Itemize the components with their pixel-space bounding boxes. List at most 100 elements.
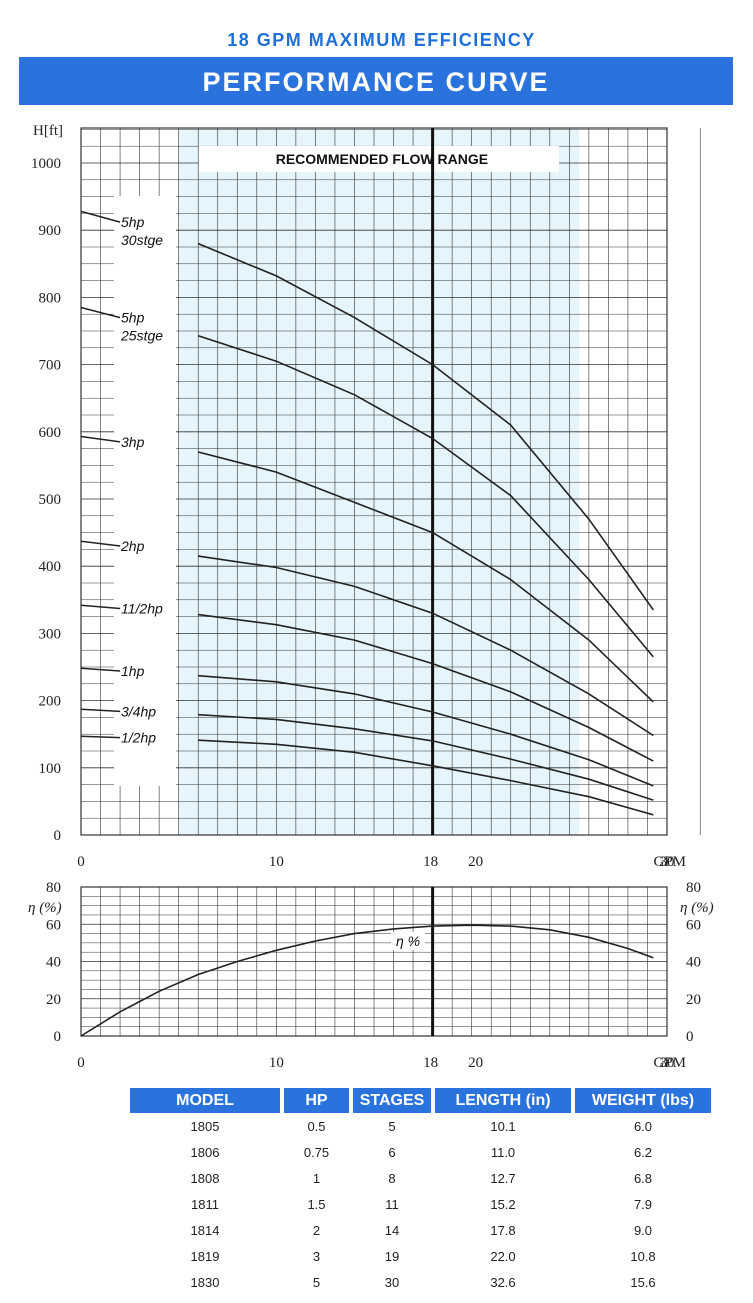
efficiency-label-bg xyxy=(391,932,425,950)
table-row: 1814 2 14 17.8 9.0 xyxy=(130,1217,711,1243)
table-cell: 0.5 xyxy=(307,1118,326,1134)
table-cell: 32.6 xyxy=(490,1274,516,1290)
table-cell: 1805 xyxy=(190,1118,220,1134)
table-cell: 8 xyxy=(388,1170,396,1186)
table-cell: 30 xyxy=(384,1274,400,1290)
y-tick-label-right: 80 xyxy=(686,880,701,896)
curve-label: 3/4hp xyxy=(121,703,156,719)
efficiency-axis-label-right: η (%) xyxy=(680,900,714,916)
table-cell: 10.8 xyxy=(630,1248,656,1264)
table-header-row: MODEL HP STAGES LENGTH (in) WEIGHT (lbs) xyxy=(130,1088,711,1113)
curve-label: 30stge xyxy=(121,232,163,248)
chart-subtitle: 18 GPM MAXIMUM EFFICIENCY xyxy=(227,30,536,50)
x-axis-label: GPM xyxy=(653,854,686,870)
y-tick-label: 200 xyxy=(39,694,62,710)
table-cell: 6.8 xyxy=(633,1170,653,1186)
y-tick-label: 600 xyxy=(39,425,62,441)
x-axis-label: GPM xyxy=(653,1055,686,1071)
table-cell: 11.0 xyxy=(490,1144,516,1160)
y-tick-label-left: 80 xyxy=(46,880,61,896)
y-tick-label: 900 xyxy=(39,223,62,239)
head-curve-1hp xyxy=(198,674,654,787)
table-cell: 1 xyxy=(312,1170,321,1186)
x-tick-label: 0 xyxy=(77,854,85,870)
efficiency-axis-label-left: η (%) xyxy=(28,900,62,916)
head-curve-5hp-30stge xyxy=(197,242,654,611)
table-header-cell: STAGES xyxy=(353,1088,431,1113)
table-header-cell: WEIGHT (lbs) xyxy=(575,1088,711,1113)
y-tick-label: 500 xyxy=(39,492,62,508)
curve-label: 1hp xyxy=(121,663,145,679)
table-cell: 14 xyxy=(384,1222,400,1238)
table-cell: 9.0 xyxy=(633,1222,653,1238)
y-tick-label-left: 40 xyxy=(46,955,61,971)
efficiency-curve xyxy=(80,924,654,1037)
x-tick-label: 10 xyxy=(269,854,284,870)
table-row: 1806 0.75 6 11.0 6.2 xyxy=(130,1139,711,1165)
table-cell: 15.2 xyxy=(490,1196,516,1212)
y-axis-label: H[ft] xyxy=(33,123,63,139)
table-cell: 6.2 xyxy=(633,1144,653,1160)
x-tick-label: 18 xyxy=(423,1055,438,1071)
head-curve-11-2hp xyxy=(198,613,654,762)
table-cell: 11 xyxy=(385,1196,399,1212)
y-tick-label: 100 xyxy=(39,761,62,777)
x-tick-label: 10 xyxy=(269,1055,284,1071)
table-cell: 10.1 xyxy=(490,1118,516,1134)
table-row: 1808 1 8 12.7 6.8 xyxy=(130,1165,711,1191)
x-tick-label: 30 xyxy=(660,854,675,870)
table-cell: 1830 xyxy=(190,1274,220,1290)
head-curve-1-2hp xyxy=(198,739,654,816)
head-curve-5hp-25stge xyxy=(197,334,654,658)
curve-label: 5hp xyxy=(121,214,145,230)
curve-lead-5 xyxy=(80,667,121,672)
curve-lead-2 xyxy=(80,435,121,443)
table-cell: 12.7 xyxy=(490,1170,516,1186)
curve-label: 3hp xyxy=(121,434,145,450)
curve-lead-4 xyxy=(80,604,121,610)
table-cell: 7.9 xyxy=(633,1196,653,1212)
table-row: 1819 3 19 22.0 10.8 xyxy=(130,1243,711,1269)
range-label-bg xyxy=(198,146,560,172)
table-cell: 1814 xyxy=(190,1222,220,1238)
table-row: 1830 5 30 32.6 15.6 xyxy=(130,1269,711,1295)
table-header-cell: LENGTH (in) xyxy=(435,1088,571,1113)
curve-label-column xyxy=(114,196,176,786)
curve-lead-3 xyxy=(80,540,121,547)
y-tick-label-right: 60 xyxy=(686,917,701,933)
y-tick-label: 800 xyxy=(39,290,62,306)
table-cell: 22.0 xyxy=(490,1248,516,1264)
curve-lead-0 xyxy=(80,210,121,223)
table-cell: 1.5 xyxy=(307,1196,326,1212)
table-cell: 6.0 xyxy=(633,1118,653,1134)
title-bar xyxy=(19,57,733,105)
table-cell: 2 xyxy=(312,1222,321,1238)
curve-label: 11/2hp xyxy=(121,601,163,617)
table-cell: 3 xyxy=(312,1248,321,1264)
table-cell: 1806 xyxy=(190,1144,220,1160)
head-curve-3-4hp xyxy=(198,713,654,801)
curve-lead-7 xyxy=(80,735,121,739)
efficiency-curve-label: η % xyxy=(396,933,420,949)
y-tick-label-left: 20 xyxy=(46,992,61,1008)
curve-label: 1/2hp xyxy=(121,730,156,746)
table-cell: 1811 xyxy=(191,1196,219,1212)
recommended-range-band xyxy=(178,128,580,835)
y-tick-label: 700 xyxy=(39,358,62,374)
plot-frame xyxy=(80,127,668,836)
table-body: 1805 0.5 5 10.1 6.0 1806 0.75 6 11.0 6.2 1808 1 8 12.… xyxy=(130,1113,711,1295)
y-tick-label-right: 40 xyxy=(686,955,701,971)
table-cell: 19 xyxy=(384,1248,400,1264)
range-label: RECOMMENDED FLOW RANGE xyxy=(276,151,488,167)
curve-label: 2hp xyxy=(120,538,145,554)
model-spec-table: MODEL HP STAGES LENGTH (in) WEIGHT (lbs) 180… xyxy=(126,1088,715,1295)
y-tick-label-right: 20 xyxy=(686,992,701,1008)
y-tick-label: 300 xyxy=(39,626,62,642)
curve-lead-6 xyxy=(80,708,121,713)
table-cell: 0.75 xyxy=(303,1144,330,1160)
y-tick-label-left: 60 xyxy=(46,917,61,933)
x-tick-label: 30 xyxy=(660,1055,675,1071)
curve-label: 25stge xyxy=(120,328,163,344)
head-curve-3hp xyxy=(198,451,654,703)
table-header-cell: MODEL xyxy=(130,1088,280,1113)
